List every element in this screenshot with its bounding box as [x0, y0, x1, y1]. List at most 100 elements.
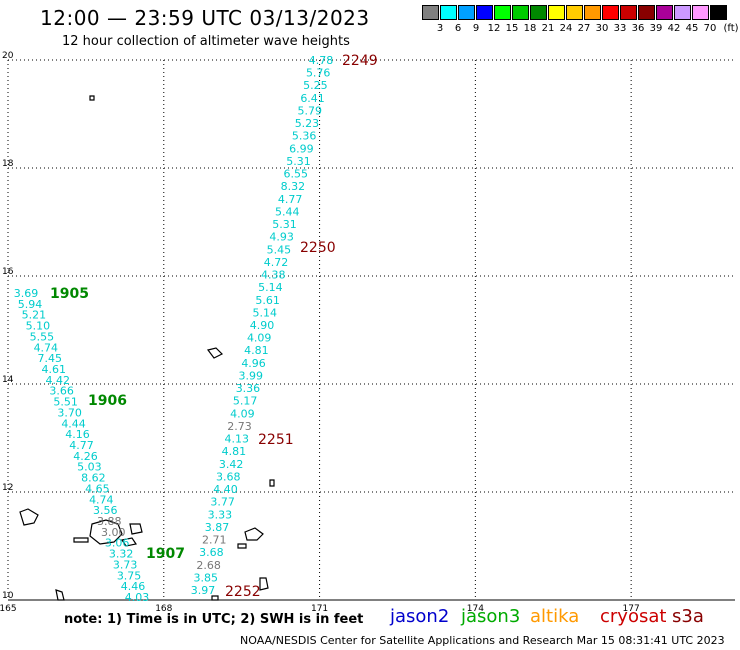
lon-label: 165 [0, 604, 17, 614]
wave-height-label: 4.61 [42, 363, 67, 376]
wave-height-label: 4.81 [244, 344, 269, 357]
wave-height-label: 4.72 [264, 256, 289, 269]
page-title: 12:00 — 23:59 UTC 03/13/2023 [40, 6, 370, 30]
wave-height-label: 5.25 [303, 79, 328, 92]
legend-swatch [440, 5, 457, 20]
legend-label: 18 [523, 23, 537, 34]
legend-label: 70 [703, 23, 717, 34]
footer-note: note: 1) Time is in UTC; 2) SWH is in fe… [64, 612, 364, 627]
legend-swatch [494, 5, 511, 20]
wave-height-label: 4.78 [309, 54, 334, 67]
wave-height-label: 4.03 [125, 591, 150, 604]
pass-time-label: 2252 [225, 584, 261, 600]
wave-height-label: 5.55 [30, 330, 55, 343]
wave-height-label: 3.99 [239, 369, 264, 382]
wave-height-label: 4.46 [121, 580, 146, 593]
wave-height-label: 4.26 [73, 450, 98, 463]
legend-label: 42 [667, 23, 681, 34]
legend-swatch [458, 5, 475, 20]
wave-height-label: 5.76 [306, 67, 331, 80]
legend-swatch [656, 5, 673, 20]
island-outline [237, 543, 247, 549]
wave-height-label: 8.32 [281, 180, 306, 193]
island-outline [259, 577, 269, 591]
legend-label: 39 [649, 23, 663, 34]
wave-height-label: 3.75 [117, 569, 142, 582]
lon-label: 171 [311, 604, 328, 614]
lon-label: 174 [467, 604, 484, 614]
legend-label: 3 [436, 23, 444, 34]
wave-height-label: 5.45 [267, 243, 292, 256]
wave-height-label: 7.45 [38, 352, 63, 365]
pass-time-label: 2249 [342, 53, 378, 69]
island-outline [129, 523, 143, 535]
wave-height-label: 4.13 [224, 433, 249, 446]
legend-label: 45 [685, 23, 699, 34]
wave-height-label: 3.36 [236, 382, 261, 395]
page-subtitle: 12 hour collection of altimeter wave hei… [62, 34, 350, 49]
wave-height-label: 5.14 [253, 306, 278, 319]
wave-height-label: 5.14 [258, 281, 283, 294]
wave-height-label: 3.33 [208, 508, 233, 521]
legend-label: 24 [559, 23, 573, 34]
satellite-jason2: jason2 [390, 606, 450, 627]
wave-height-label: 5.51 [53, 396, 78, 409]
wave-height-label: 3.70 [57, 406, 82, 419]
legend-unit: (ft) [723, 23, 739, 34]
satellite-altika: altika [530, 606, 580, 627]
wave-height-label: 2.68 [196, 559, 221, 572]
satellite-jason3: jason3 [461, 606, 521, 627]
lat-label: 20 [2, 51, 14, 61]
legend-label: 33 [613, 23, 627, 34]
legend-swatch [584, 5, 601, 20]
wave-height-label: 6.55 [283, 168, 308, 181]
legend-swatch [512, 5, 529, 20]
wave-height-label: 4.74 [34, 341, 59, 354]
wave-height-label: 4.96 [241, 357, 266, 370]
lon-label: 168 [155, 604, 172, 614]
wave-height-label: 3.66 [49, 385, 74, 398]
island-outline [121, 537, 137, 547]
wave-height-label: 4.65 [85, 482, 110, 495]
wave-height-label: 6.41 [300, 92, 325, 105]
legend-swatch [620, 5, 637, 20]
wave-height-label: 5.10 [26, 320, 51, 333]
satellite-cryosat: cryosat [600, 606, 667, 627]
pass-time-label: 2251 [258, 432, 294, 448]
wave-height-label: 3.69 [14, 287, 39, 300]
wave-height-label: 3.00 [101, 526, 126, 539]
wave-height-label: 3.68 [199, 546, 224, 559]
wave-height-label: 4.90 [250, 319, 275, 332]
island-outline [89, 95, 95, 101]
legend-label: 27 [577, 23, 591, 34]
pass-time-label: 1907 [146, 546, 185, 562]
wave-height-label: 3.97 [191, 584, 216, 597]
wave-height-label: 5.36 [292, 130, 317, 143]
legend-swatch [710, 5, 727, 20]
island-outline [89, 519, 123, 545]
legend-swatch [638, 5, 655, 20]
wave-height-label: 4.81 [222, 445, 247, 458]
wave-height-label: 5.17 [233, 395, 258, 408]
wave-height-label: 3.87 [205, 521, 230, 534]
legend-label: 6 [454, 23, 462, 34]
wave-height-label: 4.09 [247, 332, 272, 345]
wave-height-label: 3.85 [194, 571, 219, 584]
island-outline [244, 527, 264, 541]
wave-height-label: 4.40 [213, 483, 238, 496]
wave-height-label: 3.06 [105, 537, 130, 550]
legend-swatch [548, 5, 565, 20]
wave-height-label: 5.31 [272, 218, 297, 231]
wave-height-label: 5.79 [298, 104, 323, 117]
wave-height-label: 5.31 [286, 155, 311, 168]
legend-label: 30 [595, 23, 609, 34]
wave-height-label: 3.56 [93, 504, 118, 517]
island-outline [55, 589, 65, 601]
wave-height-label: 5.23 [295, 117, 320, 130]
lon-label: 177 [623, 604, 640, 614]
island-outline [211, 595, 219, 601]
legend-swatch [674, 5, 691, 20]
legend-label: 12 [487, 23, 501, 34]
wave-height-label: 6.99 [289, 142, 314, 155]
